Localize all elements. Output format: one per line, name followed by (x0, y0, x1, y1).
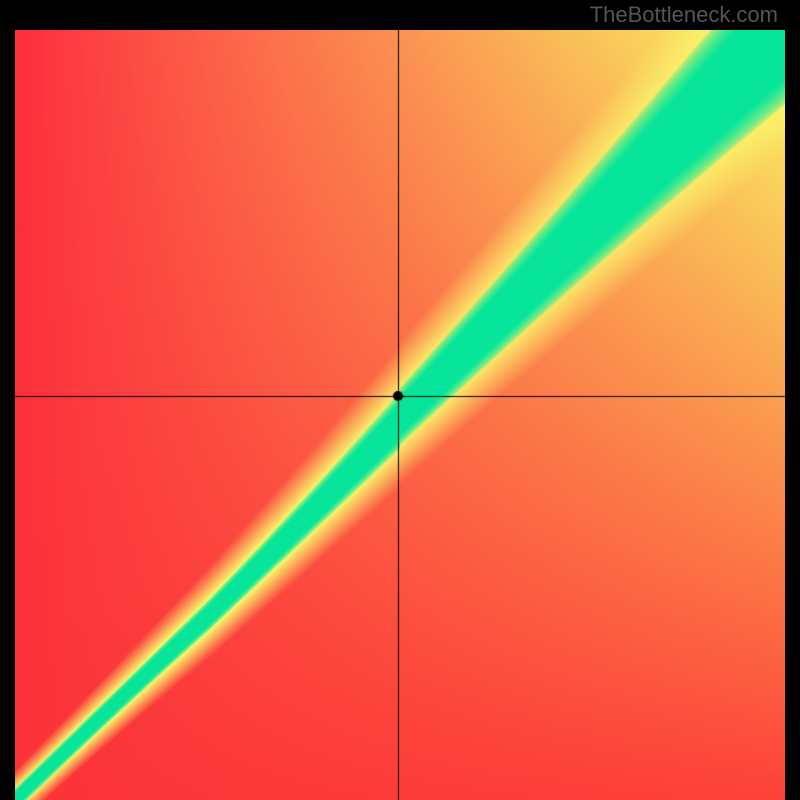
chart-frame (15, 30, 785, 785)
bottleneck-heatmap-canvas (15, 30, 785, 800)
chart-outer-frame: TheBottleneck.com (0, 0, 800, 800)
attribution-text: TheBottleneck.com (590, 2, 778, 28)
